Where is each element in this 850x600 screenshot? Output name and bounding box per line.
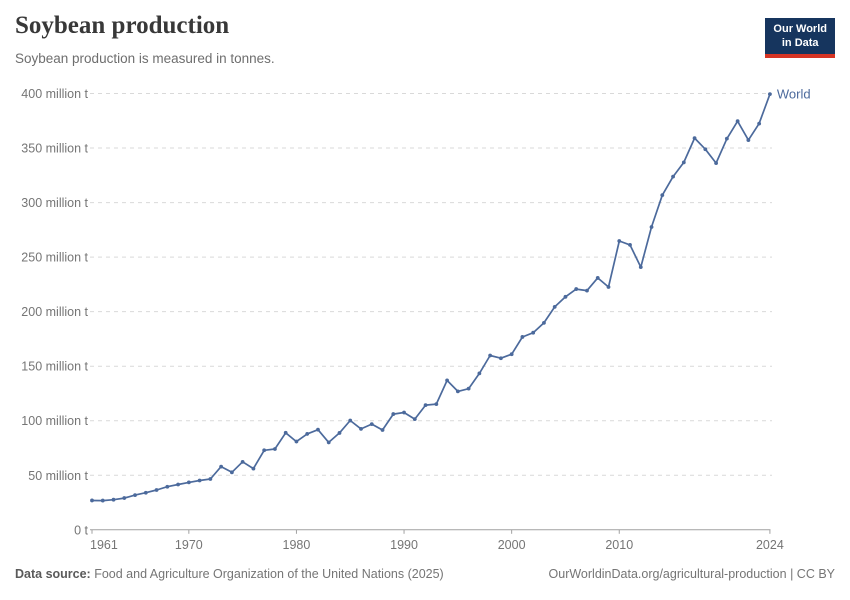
x-axis-label: 1970 (175, 538, 203, 552)
data-point[interactable] (509, 352, 514, 357)
data-point[interactable] (219, 464, 224, 469)
data-point[interactable] (412, 417, 417, 421)
chart-title: Soybean production (15, 12, 230, 39)
y-axis-label: 350 million t (21, 142, 88, 156)
data-point[interactable] (133, 493, 137, 498)
y-axis-label: 100 million t (21, 414, 88, 428)
data-point[interactable] (369, 422, 374, 427)
data-point[interactable] (563, 294, 568, 299)
chart-footer: Data source: Food and Agriculture Organi… (15, 567, 835, 581)
data-point[interactable] (143, 490, 148, 495)
data-point[interactable] (681, 160, 686, 165)
data-point[interactable] (746, 138, 751, 142)
data-point[interactable] (574, 287, 579, 291)
data-point[interactable] (262, 448, 267, 453)
data-point[interactable] (402, 410, 406, 415)
data-point[interactable] (498, 356, 503, 361)
data-point[interactable] (316, 427, 320, 432)
y-axis-label: 0 t (74, 523, 88, 537)
data-point[interactable] (251, 466, 256, 471)
y-axis-label: 400 million t (21, 87, 88, 101)
data-point[interactable] (229, 470, 234, 475)
data-point[interactable] (585, 288, 589, 293)
data-point[interactable] (595, 276, 600, 280)
license-text: | CC BY (786, 567, 835, 581)
data-point[interactable] (208, 477, 213, 481)
world-series-line[interactable] (91, 93, 771, 502)
data-point[interactable] (359, 427, 363, 431)
y-axis-label: 150 million t (21, 360, 88, 374)
data-point[interactable] (111, 497, 116, 502)
data-point[interactable] (703, 147, 708, 152)
data-point[interactable] (337, 431, 342, 435)
data-point[interactable] (423, 403, 428, 408)
data-point[interactable] (531, 330, 536, 335)
data-point[interactable] (552, 304, 557, 309)
data-point[interactable] (660, 193, 665, 198)
data-point[interactable] (757, 121, 762, 126)
data-point[interactable] (305, 432, 310, 436)
data-point[interactable] (617, 239, 622, 243)
data-point[interactable] (477, 371, 482, 376)
data-point[interactable] (542, 320, 546, 325)
data-point[interactable] (488, 353, 493, 358)
data-point[interactable] (520, 335, 525, 339)
data-point[interactable] (294, 439, 299, 444)
data-point[interactable] (606, 285, 611, 289)
data-point[interactable] (735, 119, 740, 124)
data-point[interactable] (100, 498, 105, 503)
x-axis-label: 1990 (390, 538, 418, 552)
chart-subtitle: Soybean production is measured in tonnes… (15, 51, 275, 66)
data-point[interactable] (165, 484, 170, 489)
data-point[interactable] (466, 386, 471, 391)
x-axis-label: 1961 (90, 538, 118, 552)
y-axis-label: 250 million t (21, 251, 88, 265)
data-point[interactable] (649, 225, 654, 229)
x-axis-label: 2000 (498, 538, 526, 552)
x-axis-label: 2010 (605, 538, 633, 552)
data-point[interactable] (768, 92, 772, 97)
data-point[interactable] (380, 428, 385, 432)
y-axis-label: 200 million t (21, 305, 88, 319)
owid-url-link[interactable]: OurWorldinData.org/agricultural-producti… (548, 567, 787, 581)
data-point[interactable] (638, 265, 643, 270)
data-point[interactable] (671, 174, 675, 179)
data-point[interactable] (197, 478, 202, 483)
world-series-label[interactable]: World (777, 87, 811, 102)
data-point[interactable] (455, 389, 460, 394)
y-axis-label: 300 million t (21, 196, 88, 210)
owid-logo-line2: in Data (781, 37, 819, 50)
data-point[interactable] (154, 488, 159, 492)
footer-citation: OurWorldinData.org/agricultural-producti… (549, 567, 835, 581)
data-source-text: Food and Agriculture Organization of the… (90, 567, 444, 581)
data-point[interactable] (176, 482, 180, 487)
data-point[interactable] (714, 161, 718, 165)
y-axis-label: 50 million t (28, 469, 88, 483)
data-point[interactable] (434, 402, 439, 407)
data-point[interactable] (724, 136, 729, 141)
data-point[interactable] (122, 496, 127, 500)
data-point[interactable] (90, 498, 94, 503)
data-point[interactable] (240, 459, 245, 464)
owid-logo-line1: Our World (773, 23, 827, 35)
data-point[interactable] (391, 412, 396, 416)
data-point[interactable] (348, 418, 353, 423)
data-point[interactable] (628, 242, 632, 247)
data-point[interactable] (283, 430, 288, 435)
data-point[interactable] (692, 136, 697, 141)
owid-logo[interactable]: Our World in Data (765, 18, 835, 58)
x-axis-label: 2024 (756, 538, 784, 552)
data-point[interactable] (445, 378, 449, 383)
x-axis-label: 1980 (283, 538, 311, 552)
data-point[interactable] (326, 440, 331, 445)
data-source-label: Data source: (15, 567, 91, 581)
data-source-note: Data source: Food and Agriculture Organi… (15, 567, 444, 581)
data-point[interactable] (186, 480, 191, 485)
data-point[interactable] (273, 447, 277, 451)
